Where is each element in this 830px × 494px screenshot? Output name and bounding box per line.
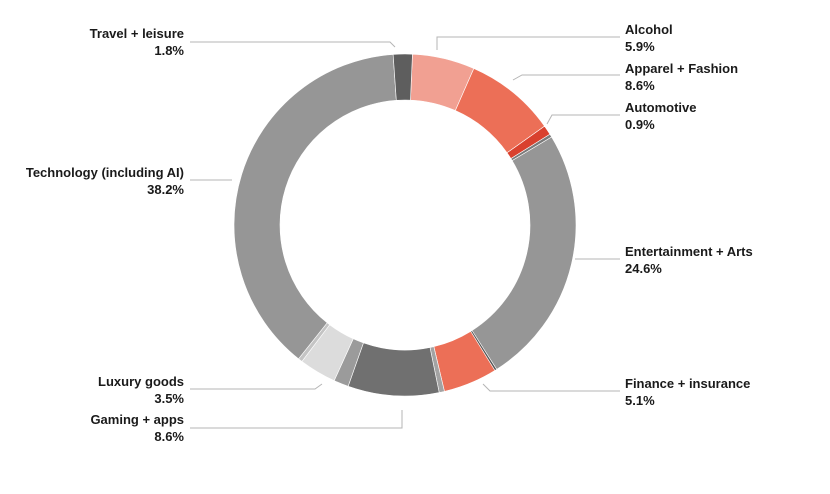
leader-automotive (546, 114, 620, 125)
label-alcohol: Alcohol (625, 22, 673, 37)
leader-alcohol (436, 36, 620, 50)
leader-luxury-goods (190, 383, 323, 390)
value-luxury-goods: 3.5% (154, 391, 184, 406)
slice-labels: Alcohol 5.9% Apparel + Fashion 8.6% Auto… (26, 22, 753, 444)
value-automotive: 0.9% (625, 117, 655, 132)
value-technology: 38.2% (147, 182, 184, 197)
label-entertainment-arts: Entertainment + Arts (625, 244, 753, 259)
label-technology: Technology (including AI) (26, 165, 184, 180)
leader-gaming-apps (190, 410, 403, 429)
label-travel-leisure: Travel + leisure (90, 26, 184, 41)
label-gaming-apps: Gaming + apps (90, 412, 184, 427)
slice-travel-leisure (392, 53, 413, 101)
leader-lines (190, 36, 620, 429)
label-finance-insurance: Finance + insurance (625, 376, 750, 391)
value-finance-insurance: 5.1% (625, 393, 655, 408)
value-travel-leisure: 1.8% (154, 43, 184, 58)
slice-entertainment-arts (471, 136, 577, 370)
label-apparel-fashion: Apparel + Fashion (625, 61, 738, 76)
leader-travel-leisure (190, 41, 396, 48)
label-luxury-goods: Luxury goods (98, 374, 184, 389)
slice-technology-including-ai (233, 54, 397, 360)
value-gaming-apps: 8.6% (154, 429, 184, 444)
leader-apparel-fashion (512, 74, 620, 81)
value-alcohol: 5.9% (625, 39, 655, 54)
value-entertainment-arts: 24.6% (625, 261, 662, 276)
value-apparel-fashion: 8.6% (625, 78, 655, 93)
leader-finance-insurance (482, 383, 620, 392)
donut-slices (233, 53, 577, 397)
label-automotive: Automotive (625, 100, 697, 115)
slice-gaming-apps (347, 342, 440, 397)
